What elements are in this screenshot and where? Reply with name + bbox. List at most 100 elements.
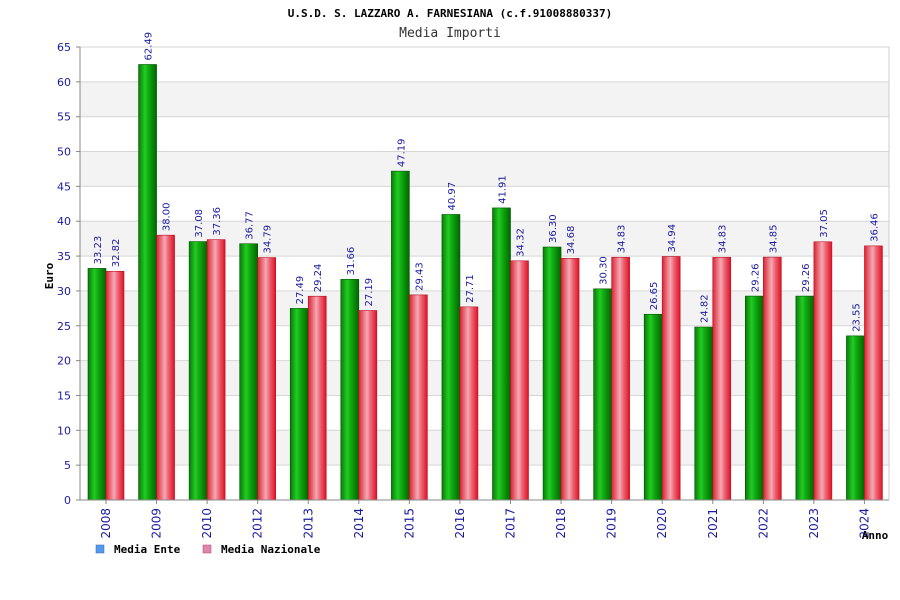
data-label: 34.32 — [516, 228, 527, 257]
bar — [358, 310, 378, 501]
data-label: 27.71 — [465, 274, 476, 303]
bar — [864, 245, 883, 501]
x-axis-ticks: 2008 2009 2010 2012 2013 2014 2015 2016 2017 2018… — [99, 500, 871, 539]
x-tick-label: 2014 — [352, 508, 366, 539]
x-tick-label: 2017 — [504, 508, 518, 539]
data-label: 29.24 — [313, 264, 324, 293]
bar — [813, 241, 833, 501]
data-label: 34.83 — [617, 225, 628, 254]
bar — [560, 258, 580, 501]
x-tick-label: 2008 — [99, 508, 113, 539]
bar — [846, 335, 865, 501]
data-label: 24.82 — [700, 294, 711, 323]
bar — [510, 260, 529, 501]
y-tick-label: 25 — [57, 320, 71, 333]
bar — [492, 207, 511, 501]
y-tick-label: 45 — [57, 180, 71, 193]
x-tick-label: 2023 — [807, 508, 821, 539]
bar — [289, 308, 309, 501]
grid-band — [80, 81, 889, 117]
y-tick-label: 60 — [57, 76, 71, 89]
bar — [206, 239, 226, 501]
x-tick-label: 2021 — [706, 508, 720, 539]
bar — [795, 295, 815, 501]
data-label: 27.49 — [295, 276, 306, 305]
bar — [542, 246, 562, 501]
data-labels: 33.23 32.82 62.49 38.00 37.08 37.36 36.77 34.79… — [93, 32, 880, 332]
y-tick-label: 30 — [57, 285, 71, 298]
bar — [745, 295, 764, 501]
x-tick-label: 2022 — [756, 508, 770, 539]
bar — [307, 295, 327, 501]
y-axis-title: Euro — [43, 262, 56, 289]
data-label: 62.49 — [144, 32, 155, 61]
data-label: 31.66 — [346, 247, 357, 276]
bar — [391, 170, 410, 501]
x-tick-label: 2020 — [655, 508, 669, 539]
legend-label-ente: Media Ente — [114, 543, 181, 556]
y-tick-label: 55 — [57, 111, 71, 124]
bar — [138, 64, 157, 501]
data-label: 37.08 — [194, 209, 205, 238]
x-tick-label: 2019 — [605, 508, 619, 539]
data-label: 33.23 — [93, 236, 104, 265]
x-tick-label: 2009 — [150, 508, 164, 539]
bar — [694, 326, 714, 501]
data-label: 34.83 — [718, 225, 729, 254]
bars — [87, 64, 883, 501]
y-tick-label: 35 — [57, 250, 71, 263]
bar — [340, 279, 360, 501]
data-label: 32.82 — [111, 239, 122, 268]
y-tick-label: 20 — [57, 355, 71, 368]
legend-label-nazionale: Media Nazionale — [221, 543, 321, 556]
x-tick-label: 2010 — [200, 508, 214, 539]
data-label: 34.85 — [768, 224, 779, 253]
data-label: 29.26 — [801, 263, 812, 292]
axes — [79, 47, 890, 501]
chart-title: U.S.D. S. LAZZARO A. FARNESIANA (c.f.910… — [288, 7, 613, 20]
bar — [643, 313, 663, 501]
data-label: 34.94 — [667, 224, 678, 253]
chart-subtitle: Media Importi — [399, 26, 501, 41]
data-label: 37.36 — [212, 207, 223, 236]
data-label: 36.77 — [245, 211, 256, 240]
x-tick-label: 2013 — [301, 508, 315, 539]
y-tick-label: 10 — [57, 424, 71, 437]
bar — [712, 256, 732, 501]
data-label: 38.00 — [162, 203, 173, 232]
y-tick-label: 5 — [64, 459, 71, 472]
data-label: 34.68 — [566, 226, 577, 255]
x-tick-label: 2018 — [554, 508, 568, 539]
data-label: 27.19 — [364, 278, 375, 307]
data-label: 41.91 — [498, 175, 509, 204]
x-tick-label: 2012 — [251, 508, 265, 539]
bar — [105, 270, 125, 501]
y-tick-label: 0 — [64, 494, 71, 507]
data-label: 34.79 — [263, 225, 274, 254]
bar — [87, 268, 107, 501]
y-tick-label: 40 — [57, 215, 71, 228]
legend-swatch-ente — [95, 544, 105, 554]
data-label: 36.46 — [869, 213, 880, 242]
data-label: 29.43 — [414, 262, 425, 291]
y-tick-label: 65 — [57, 41, 71, 54]
bar — [156, 234, 175, 501]
bar — [763, 256, 782, 501]
bar — [188, 241, 208, 501]
bar — [239, 243, 258, 501]
legend: Media Ente Media Nazionale — [95, 543, 321, 556]
y-tick-label: 50 — [57, 146, 71, 159]
bar — [593, 288, 612, 501]
x-tick-label: 2015 — [402, 508, 416, 539]
x-tick-label: 2024 — [857, 508, 871, 539]
y-tick-label: 15 — [57, 389, 71, 402]
y-axis-ticks: 0 5 10 15 20 25 30 35 40 45 50 55 60 65 — [57, 41, 71, 507]
x-axis-title: Anno — [862, 529, 889, 542]
bar — [459, 306, 479, 501]
data-label: 37.05 — [819, 209, 830, 238]
data-label: 40.97 — [447, 182, 458, 211]
bar — [611, 256, 630, 501]
data-label: 30.30 — [599, 256, 610, 285]
data-label: 36.30 — [548, 214, 559, 243]
bar — [257, 257, 276, 501]
